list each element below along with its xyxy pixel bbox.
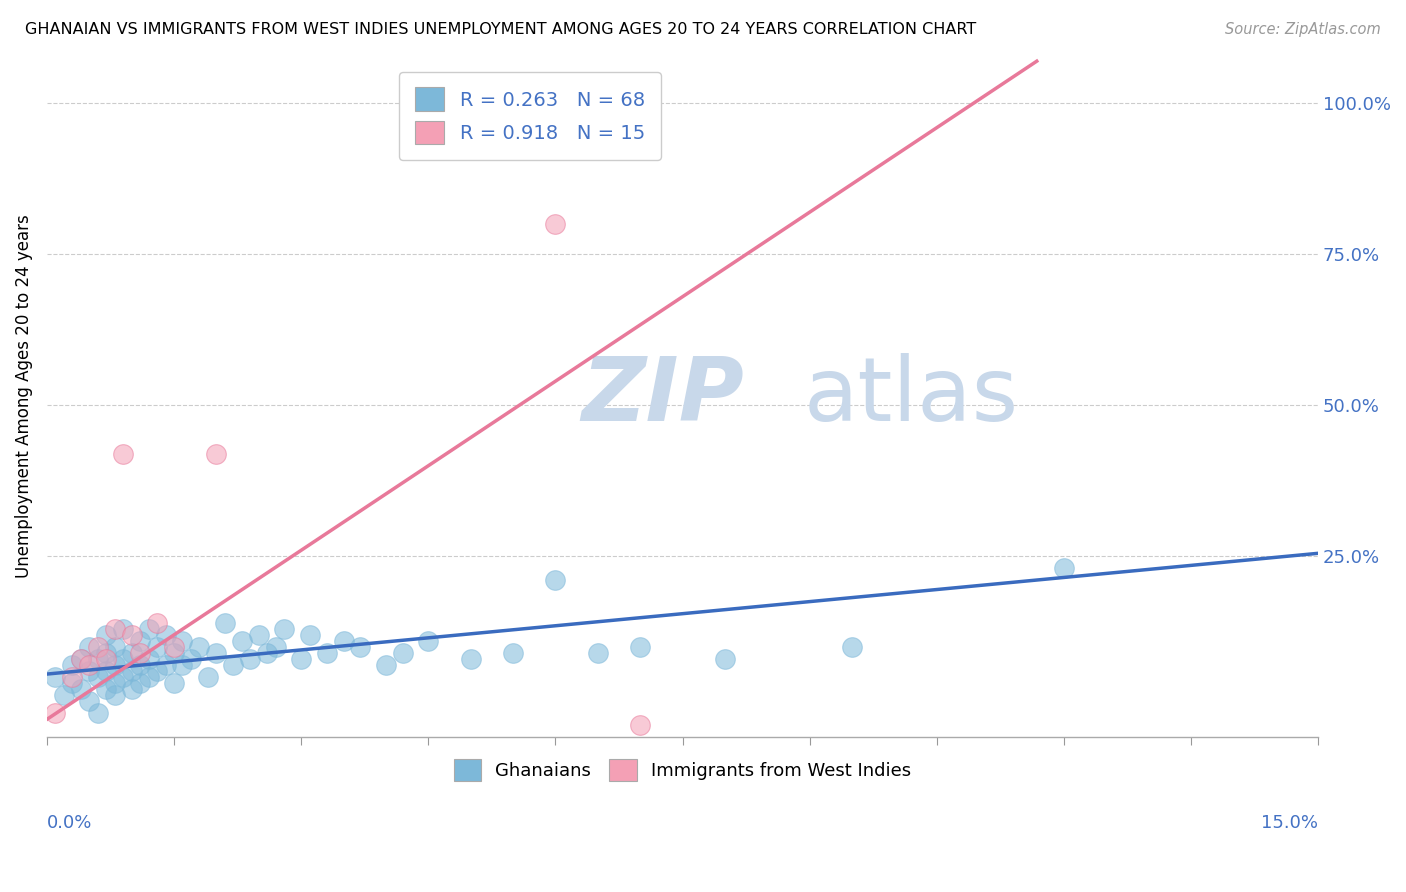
Point bbox=[87, 640, 110, 654]
Point bbox=[841, 640, 863, 654]
Point bbox=[502, 646, 524, 660]
Point bbox=[104, 688, 127, 702]
Point bbox=[77, 664, 100, 678]
Point bbox=[96, 664, 118, 678]
Point bbox=[214, 615, 236, 630]
Point bbox=[392, 646, 415, 660]
Point bbox=[87, 706, 110, 721]
Point bbox=[44, 670, 66, 684]
Point bbox=[138, 652, 160, 666]
Point bbox=[247, 628, 270, 642]
Point bbox=[77, 694, 100, 708]
Point bbox=[104, 640, 127, 654]
Point bbox=[96, 628, 118, 642]
Text: Source: ZipAtlas.com: Source: ZipAtlas.com bbox=[1225, 22, 1381, 37]
Point bbox=[155, 628, 177, 642]
Point bbox=[69, 652, 91, 666]
Point bbox=[129, 658, 152, 673]
Point bbox=[205, 646, 228, 660]
Point bbox=[628, 640, 651, 654]
Point bbox=[205, 447, 228, 461]
Point bbox=[222, 658, 245, 673]
Point bbox=[586, 646, 609, 660]
Text: atlas: atlas bbox=[803, 353, 1018, 440]
Text: 0.0%: 0.0% bbox=[46, 814, 93, 832]
Y-axis label: Unemployment Among Ages 20 to 24 years: Unemployment Among Ages 20 to 24 years bbox=[15, 214, 32, 578]
Point bbox=[121, 628, 143, 642]
Legend: Ghanaians, Immigrants from West Indies: Ghanaians, Immigrants from West Indies bbox=[444, 750, 920, 789]
Point bbox=[544, 574, 567, 588]
Point bbox=[460, 652, 482, 666]
Point bbox=[77, 640, 100, 654]
Point bbox=[349, 640, 371, 654]
Point bbox=[112, 652, 135, 666]
Point bbox=[121, 682, 143, 697]
Point bbox=[332, 633, 354, 648]
Point bbox=[60, 658, 83, 673]
Point bbox=[264, 640, 287, 654]
Point bbox=[112, 670, 135, 684]
Point bbox=[112, 622, 135, 636]
Point bbox=[96, 682, 118, 697]
Point bbox=[129, 676, 152, 690]
Point bbox=[129, 633, 152, 648]
Point bbox=[273, 622, 295, 636]
Point bbox=[77, 658, 100, 673]
Point bbox=[96, 652, 118, 666]
Point bbox=[87, 670, 110, 684]
Point bbox=[163, 640, 186, 654]
Point bbox=[188, 640, 211, 654]
Point bbox=[138, 670, 160, 684]
Point bbox=[239, 652, 262, 666]
Point bbox=[121, 646, 143, 660]
Point bbox=[112, 447, 135, 461]
Point bbox=[714, 652, 737, 666]
Point bbox=[163, 676, 186, 690]
Point bbox=[96, 646, 118, 660]
Point bbox=[231, 633, 253, 648]
Point bbox=[44, 706, 66, 721]
Point bbox=[146, 615, 169, 630]
Point bbox=[197, 670, 219, 684]
Point bbox=[87, 652, 110, 666]
Point bbox=[69, 682, 91, 697]
Point bbox=[256, 646, 278, 660]
Point bbox=[104, 622, 127, 636]
Point bbox=[315, 646, 337, 660]
Point bbox=[104, 658, 127, 673]
Point bbox=[172, 633, 194, 648]
Point bbox=[418, 633, 440, 648]
Point bbox=[69, 652, 91, 666]
Point bbox=[60, 670, 83, 684]
Text: GHANAIAN VS IMMIGRANTS FROM WEST INDIES UNEMPLOYMENT AMONG AGES 20 TO 24 YEARS C: GHANAIAN VS IMMIGRANTS FROM WEST INDIES … bbox=[25, 22, 977, 37]
Point bbox=[146, 640, 169, 654]
Point bbox=[52, 688, 75, 702]
Point bbox=[290, 652, 312, 666]
Point bbox=[298, 628, 321, 642]
Point bbox=[121, 664, 143, 678]
Point bbox=[163, 646, 186, 660]
Point bbox=[180, 652, 202, 666]
Point bbox=[155, 658, 177, 673]
Point bbox=[544, 217, 567, 231]
Point bbox=[172, 658, 194, 673]
Point bbox=[628, 718, 651, 732]
Point bbox=[60, 676, 83, 690]
Point bbox=[138, 622, 160, 636]
Point bbox=[104, 676, 127, 690]
Point bbox=[1053, 561, 1076, 575]
Point bbox=[146, 664, 169, 678]
Text: 15.0%: 15.0% bbox=[1261, 814, 1319, 832]
Point bbox=[129, 646, 152, 660]
Text: ZIP: ZIP bbox=[581, 353, 744, 440]
Point bbox=[374, 658, 396, 673]
